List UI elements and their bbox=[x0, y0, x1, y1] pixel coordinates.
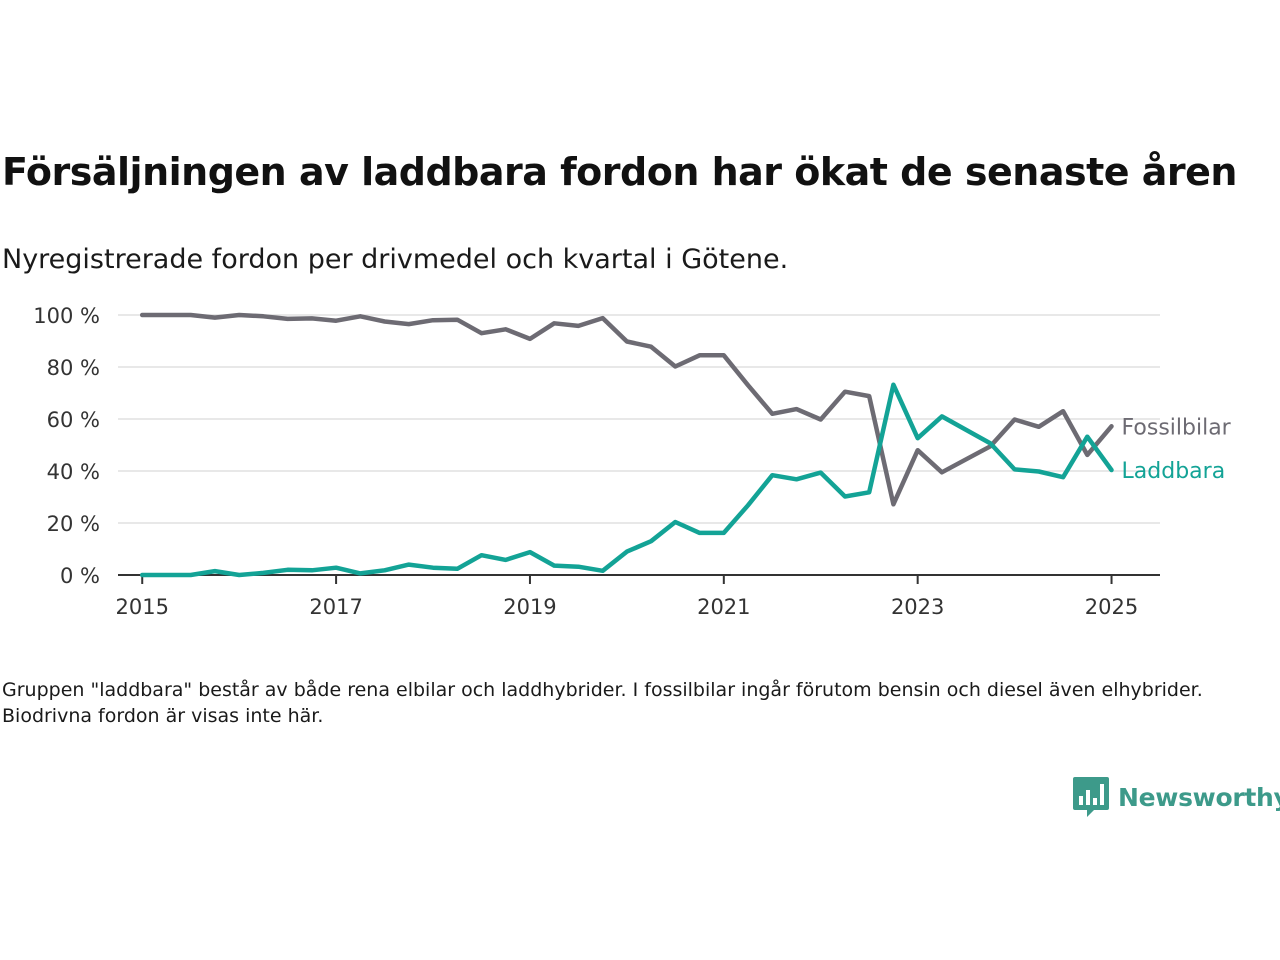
y-tick-label: 80 % bbox=[47, 356, 100, 380]
chart-footnote: Gruppen "laddbara" består av både rena e… bbox=[2, 679, 1203, 727]
chart-title: Försäljningen av laddbara fordon har öka… bbox=[2, 150, 1237, 194]
x-tick-label: 2019 bbox=[503, 595, 556, 619]
series-line-laddbara bbox=[139, 382, 1114, 578]
series-label-laddbara: Laddbara bbox=[1122, 459, 1226, 484]
y-tick-label: 40 % bbox=[47, 460, 100, 484]
y-tick-label: 100 % bbox=[33, 304, 100, 328]
x-tick-label: 2021 bbox=[697, 595, 750, 619]
gridlines bbox=[118, 314, 1160, 524]
series-label-fossilbilar: Fossilbilar bbox=[1122, 415, 1232, 440]
axes: 0 % 20 % 40 % 60 % 80 % 100 % 2015 2017 2019 2021… bbox=[33, 304, 1160, 619]
series-lines bbox=[139, 312, 1114, 578]
y-tick-label: 60 % bbox=[47, 408, 100, 432]
series-line-fossilbilar bbox=[139, 312, 1114, 507]
brand-name: Newsworthy bbox=[1118, 782, 1280, 812]
newsworthy-logo[interactable]: Newsworthy bbox=[1072, 774, 1280, 820]
series-labels: Fossilbilar Laddbara bbox=[1122, 415, 1232, 484]
chart-subtitle: Nyregistrerade fordon per drivmedel och … bbox=[2, 244, 789, 275]
x-tick-label: 2023 bbox=[891, 595, 944, 619]
x-tick-label: 2015 bbox=[116, 595, 169, 619]
line-chart: 0 % 20 % 40 % 60 % 80 % 100 % 2015 2017 2019 2021… bbox=[33, 304, 1232, 619]
x-tick-label: 2017 bbox=[309, 595, 362, 619]
bar-chart-speech-bubble-icon bbox=[1073, 777, 1109, 817]
y-tick-label: 20 % bbox=[47, 512, 100, 536]
y-tick-label: 0 % bbox=[60, 564, 100, 588]
x-tick-label: 2025 bbox=[1085, 595, 1138, 619]
